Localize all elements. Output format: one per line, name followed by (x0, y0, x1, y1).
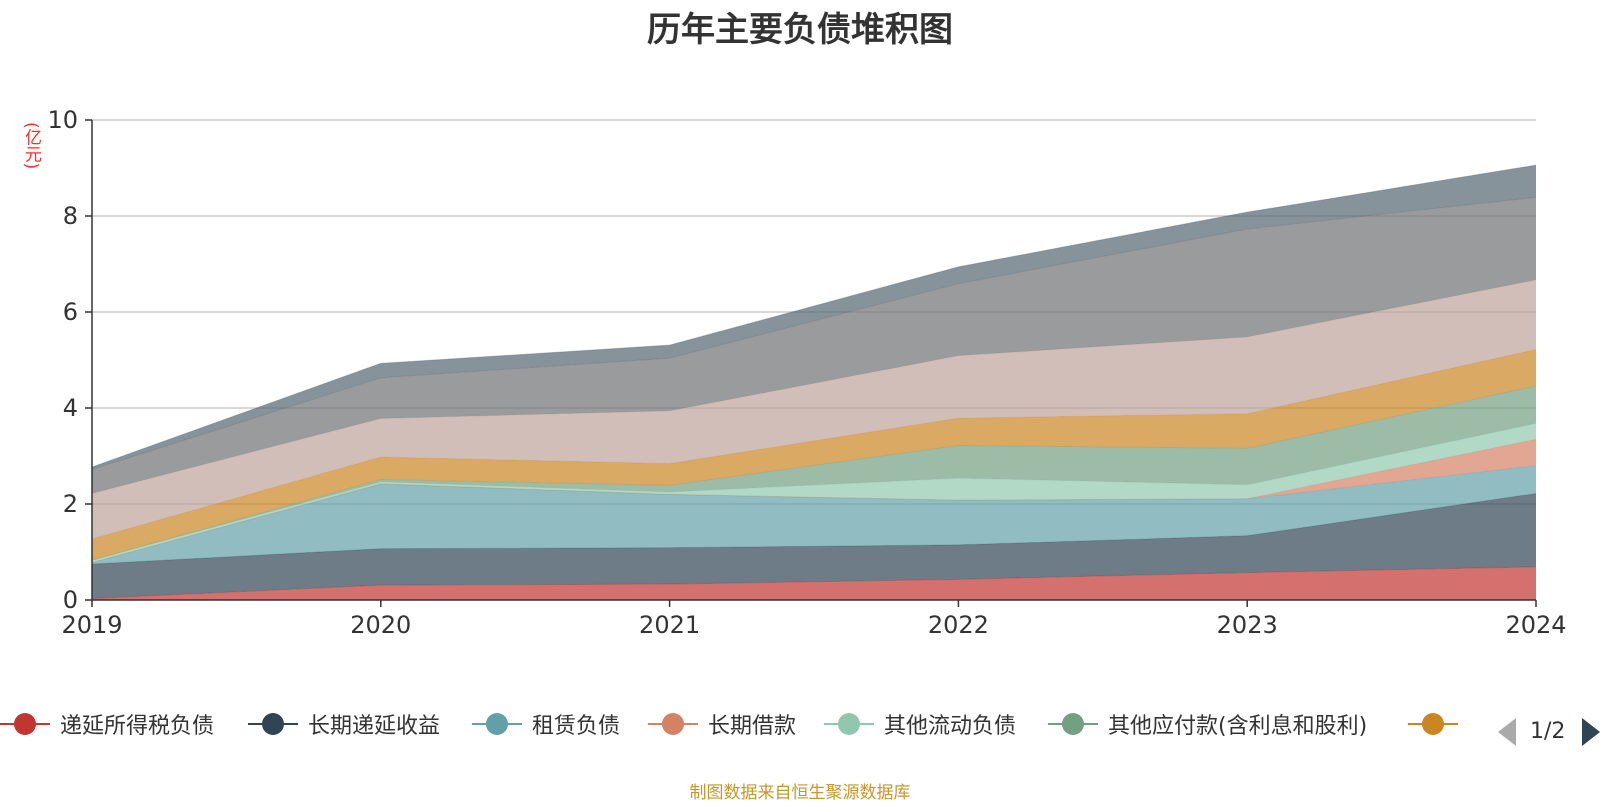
source-note: 制图数据来自恒生聚源数据库 (689, 783, 911, 803)
axes: 0 2 4 6 8 10 2019 2020 2021 2022 2023 2024 (47, 106, 1566, 639)
legend-label: 长期借款 (708, 714, 797, 739)
legend-item-4[interactable]: 其他流动负债 (824, 706, 1016, 742)
y-axis-unit-label: (亿元) (21, 122, 41, 170)
area-series-0 (92, 566, 1536, 600)
legend-item-clipped[interactable]: 应 (1408, 706, 1468, 742)
x-tick-label-2019: 2019 (61, 611, 122, 639)
legend-label: 租赁负债 (532, 714, 621, 739)
legend-label: 其他流动负债 (884, 714, 1017, 739)
legend: 递延所得税负债 长期递延收益 租赁负债 长期借款 其他流动负债 其他应付款(含利息和股利)… (0, 706, 1600, 746)
area-series-6 (92, 349, 1536, 561)
y-tick-label-8: 8 (63, 202, 78, 230)
y-tick-label-2: 2 (63, 490, 78, 518)
legend-item-2[interactable]: 租赁负债 (472, 706, 620, 742)
chart-title: 历年主要负债堆积图 (647, 10, 953, 50)
y-tick-label-4: 4 (63, 394, 78, 422)
legend-label: 其他应付款(含利息和股利) (1108, 714, 1368, 739)
legend-item-0[interactable]: 递延所得税负债 (0, 706, 214, 742)
area-series-9 (92, 165, 1536, 470)
area-series-4 (92, 423, 1536, 563)
area-series-8 (92, 197, 1536, 494)
x-tick-label-2022: 2022 (928, 611, 989, 639)
legend-next-page-icon[interactable] (1582, 718, 1600, 746)
area-series-5 (92, 385, 1536, 561)
area-series-line-9 (91, 164, 1537, 468)
y-tick-label-10: 10 (47, 106, 78, 134)
y-tick-label-6: 6 (63, 298, 78, 326)
stacked-area-chart: 0 2 4 6 8 10 2019 2020 2021 2022 2023 2024 (47, 106, 1566, 639)
x-tick-label-2023: 2023 (1217, 611, 1278, 639)
x-tick-label-2020: 2020 (350, 611, 411, 639)
x-tick-label-2021: 2021 (639, 611, 700, 639)
legend-marker-icon (648, 706, 698, 742)
legend-item-1[interactable]: 长期递延收益 (248, 706, 440, 742)
legend-marker-icon (1408, 706, 1458, 742)
y-tick-label-0: 0 (63, 586, 78, 614)
legend-marker-icon (472, 706, 522, 742)
area-series-line-6 (91, 348, 1537, 540)
legend-marker-icon (248, 706, 298, 742)
legend-page-indicator: 1/2 (1530, 719, 1566, 744)
legend-label: 长期递延收益 (308, 714, 441, 739)
legend-marker-icon (1048, 706, 1098, 742)
area-series (91, 164, 1537, 600)
legend-marker-icon (0, 706, 50, 742)
legend-item-5[interactable]: 其他应付款(含利息和股利) (1048, 706, 1367, 742)
x-tick-label-2024: 2024 (1505, 611, 1566, 639)
area-series-1 (92, 493, 1536, 599)
area-series-7 (92, 279, 1536, 540)
legend-label: 递延所得税负债 (60, 714, 215, 739)
legend-prev-page-icon[interactable] (1498, 718, 1516, 746)
legend-item-3[interactable]: 长期借款 (648, 706, 796, 742)
area-series-2 (92, 465, 1536, 564)
legend-marker-icon (824, 706, 874, 742)
